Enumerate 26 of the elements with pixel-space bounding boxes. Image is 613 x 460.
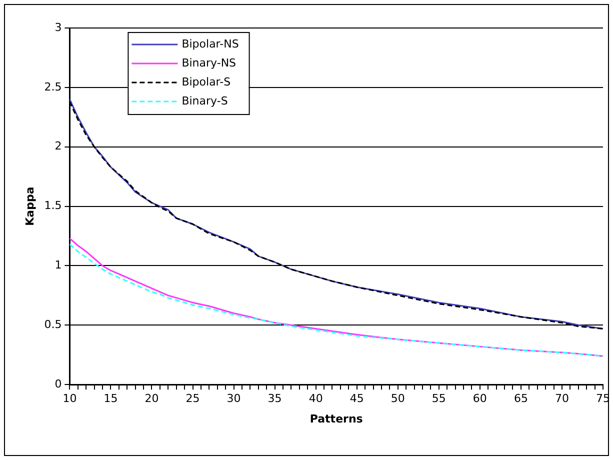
x-tick-label: 25: [186, 392, 200, 406]
y-tick-label: 2.5: [44, 80, 62, 94]
legend-label: Bipolar-S: [182, 75, 231, 88]
y-tick-label: 0: [54, 377, 62, 390]
x-tick-label: 10: [62, 392, 77, 406]
x-tick-label: 50: [390, 392, 405, 406]
x-tick-label: 30: [226, 392, 241, 406]
y-axis-title: Kappa: [23, 186, 36, 226]
legend-label: Binary-NS: [182, 56, 236, 70]
x-tick-label: 60: [472, 392, 487, 406]
legend-label: Bipolar-NS: [182, 37, 239, 50]
y-tick-label: 3: [54, 20, 62, 34]
x-tick-label: 65: [514, 392, 528, 406]
x-tick-label: 15: [104, 392, 118, 406]
x-tick-label: 35: [268, 392, 282, 406]
y-tick-label: 2: [54, 140, 62, 153]
legend-label: Binary-S: [182, 94, 228, 108]
y-tick-label: 1.5: [44, 199, 62, 212]
x-tick-label: 55: [432, 392, 446, 406]
x-tick-label: 45: [350, 392, 364, 406]
y-tick-label: 1: [54, 258, 62, 272]
y-tick-label: 0.5: [44, 318, 62, 332]
x-tick-label: 40: [308, 392, 323, 406]
x-axis-title: Patterns: [310, 412, 364, 426]
x-tick-label: 70: [554, 392, 569, 406]
x-tick-label: 20: [144, 392, 159, 406]
